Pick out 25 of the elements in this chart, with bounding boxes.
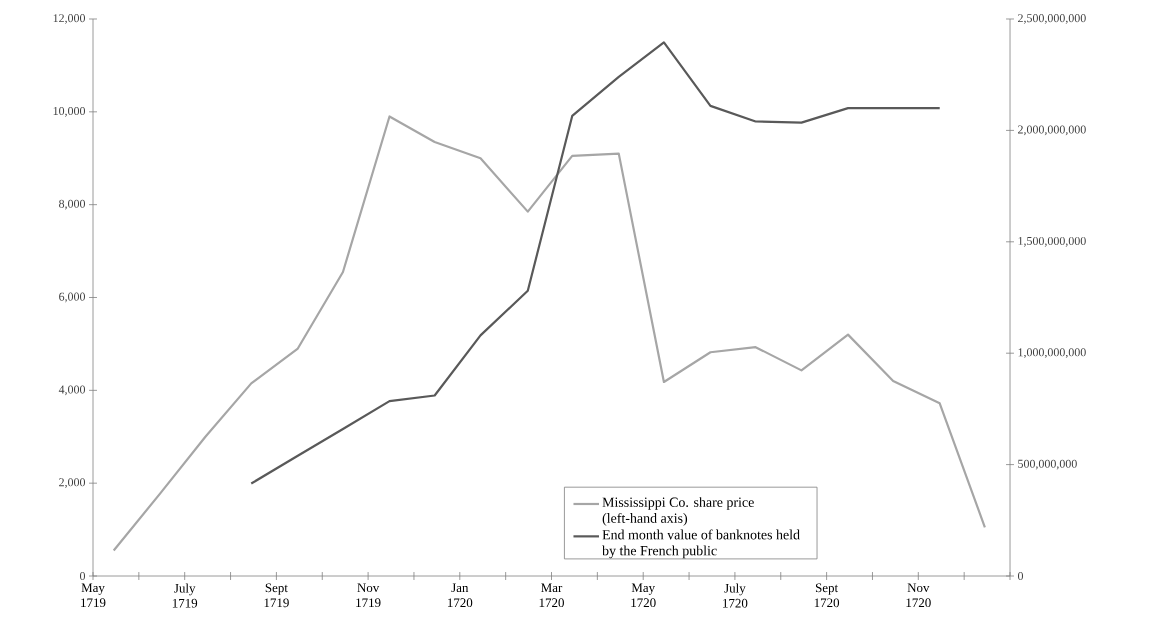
y-tick-label: 10,000 bbox=[53, 106, 86, 117]
x-tick-label: Sept 1720 bbox=[814, 583, 840, 608]
x-tick-label: July 1720 bbox=[723, 583, 748, 608]
y-tick-label: 8,000 bbox=[59, 199, 86, 210]
y-tick-label: 0 bbox=[79, 571, 86, 581]
y-tick-label: 2,000 bbox=[59, 478, 86, 489]
y-tick-label: 6,000 bbox=[59, 292, 86, 303]
legend-label: End month value of banknotes held by the French public bbox=[602, 529, 800, 559]
x-tick-label: Nov 1719 bbox=[356, 583, 381, 608]
y-tick-label: 4,000 bbox=[58, 385, 86, 396]
x-tick-label: Jan 1720 bbox=[447, 583, 473, 608]
y2-tick-label: 1,500,000,000 bbox=[1018, 236, 1086, 247]
y2-tick-label: 500,000,000 bbox=[1018, 459, 1077, 470]
y-tick-label: 12,000 bbox=[53, 14, 86, 24]
x-tick-label: Mar 1720 bbox=[539, 583, 564, 608]
x-tick-label: May 1719 bbox=[81, 583, 106, 608]
x-tick-label: May 1720 bbox=[631, 583, 656, 608]
x-tick-label: Nov 1720 bbox=[906, 583, 931, 608]
x-tick-label: Sept 1719 bbox=[264, 583, 289, 608]
y2-tick-label: 1,000,000,000 bbox=[1018, 348, 1086, 359]
legend-label: Mississippi Co. share price (left-hand axis) bbox=[602, 497, 754, 526]
y2-tick-label: 2,500,000,000 bbox=[1018, 14, 1086, 24]
y2-tick-label: 0 bbox=[1017, 571, 1024, 581]
y2-tick-label: 2,000,000,000 bbox=[1018, 125, 1086, 136]
x-tick-label: July 1719 bbox=[172, 583, 198, 608]
